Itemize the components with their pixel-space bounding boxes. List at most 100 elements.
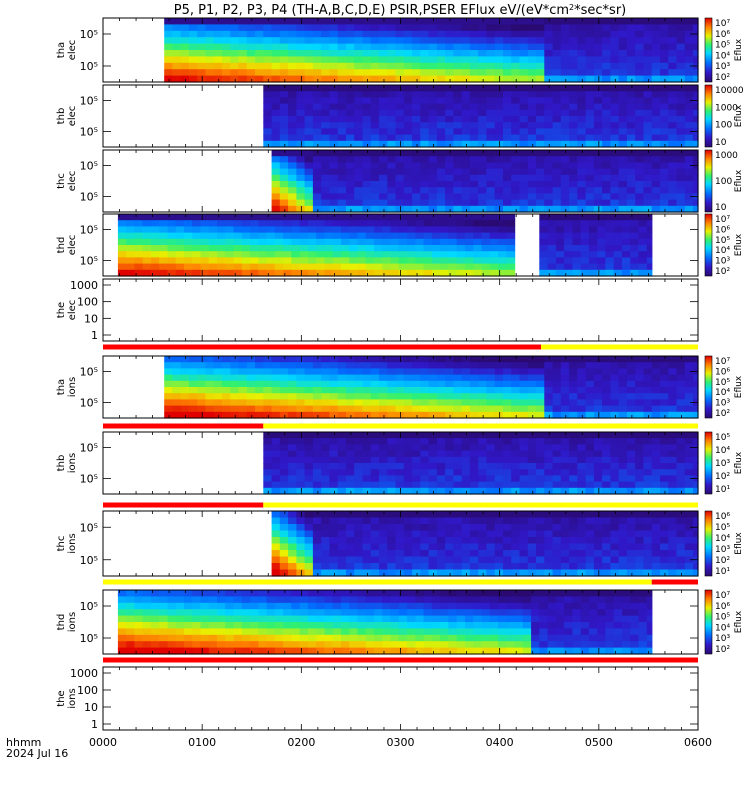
- spectrogram-cell: [230, 405, 240, 413]
- spectrogram-cell: [403, 128, 413, 136]
- spectrogram-cell: [445, 37, 454, 45]
- spectrogram-cell: [602, 30, 611, 38]
- spectrogram-cell: [486, 116, 496, 123]
- spectrogram-cell: [321, 405, 331, 413]
- spectrogram-cell: [622, 257, 631, 265]
- spectrogram-cell: [527, 380, 537, 388]
- spectrogram-cell: [445, 463, 454, 470]
- species-label: ions: [67, 377, 78, 397]
- spectrogram-cell: [304, 85, 314, 92]
- spectrogram-cell: [271, 69, 281, 77]
- spectrogram-cell: [395, 387, 405, 394]
- spectrogram-cell: [134, 232, 144, 240]
- spectrogram-cell: [503, 193, 512, 201]
- spectrogram-cell: [478, 393, 488, 400]
- spectrogram-cell: [585, 524, 595, 532]
- spectrogram-cell: [117, 257, 127, 265]
- spectrogram-cell: [279, 411, 289, 419]
- spectrogram-cell: [316, 214, 326, 221]
- spectrogram-cell: [668, 174, 678, 182]
- spectrogram-cell: [387, 43, 397, 51]
- spectrogram-cell: [577, 393, 587, 400]
- spectrogram-cell: [271, 62, 281, 70]
- spectrogram-cell: [622, 251, 631, 258]
- spectrogram-cell: [337, 399, 347, 407]
- spectrogram-cell: [321, 205, 331, 213]
- spectrogram-cell: [423, 257, 433, 265]
- spectrogram-cell: [445, 399, 454, 407]
- spectrogram-cell: [511, 18, 521, 25]
- spectrogram-cell: [329, 122, 339, 129]
- spectrogram-cell: [569, 356, 578, 363]
- spectrogram-cell: [370, 374, 380, 382]
- spectrogram-cell: [486, 128, 496, 136]
- spectrogram-cell: [436, 368, 446, 376]
- spectrogram-cell: [420, 50, 430, 57]
- spectrogram-cell: [511, 393, 521, 400]
- spectrogram-cell: [412, 563, 421, 571]
- spectrogram-cell: [668, 444, 678, 452]
- spectrogram-cell: [660, 50, 669, 57]
- spectrogram-cell: [602, 469, 611, 476]
- spectrogram-cell: [456, 238, 466, 246]
- spectrogram-cell: [321, 463, 331, 470]
- spectrogram-cell: [494, 168, 504, 176]
- spectrogram-cell: [200, 251, 210, 258]
- spectrogram-cell: [230, 50, 240, 57]
- spectrogram-cell: [519, 128, 529, 136]
- spectrogram-cell: [436, 456, 446, 464]
- spectrogram-cell: [445, 56, 454, 64]
- spectrogram-cell: [453, 356, 463, 363]
- spectrogram-cell: [519, 162, 529, 170]
- spectrogram-cell: [618, 543, 628, 551]
- spectrogram-cell: [428, 362, 438, 369]
- spectrogram-cell: [544, 475, 554, 483]
- spectrogram-cell: [288, 511, 297, 519]
- spectrogram-cell: [321, 122, 331, 129]
- spectrogram-cell: [436, 199, 446, 207]
- spectrogram-cell: [602, 511, 611, 519]
- spectrogram-cell: [412, 356, 421, 363]
- spectrogram-cell: [569, 475, 578, 483]
- spectrogram-cell: [274, 245, 284, 252]
- spectrogram-cell: [271, 122, 281, 129]
- spectrogram-cell: [370, 56, 380, 64]
- spectrogram-cell: [585, 456, 595, 464]
- spectrogram-cell: [291, 251, 301, 258]
- spectrogram-cell: [569, 537, 578, 545]
- spectrogram-cell: [329, 24, 339, 32]
- spectrogram-cell: [288, 193, 297, 201]
- spectrogram-cell: [660, 30, 669, 38]
- spectrogram-cell: [370, 103, 380, 111]
- spectrogram-cell: [296, 524, 306, 532]
- spectrogram-cell: [403, 150, 413, 157]
- spectrogram-cell: [296, 537, 306, 545]
- spectrogram-cell: [258, 238, 268, 246]
- spectrogram-cell: [585, 368, 595, 376]
- spectrogram-cell: [453, 199, 463, 207]
- spectrogram-cell: [117, 615, 127, 623]
- spectrogram-cell: [379, 469, 388, 476]
- spectrogram-cell: [354, 444, 364, 452]
- spectrogram-cell: [448, 220, 458, 227]
- spectrogram-cell: [486, 181, 496, 188]
- spectrogram-cell: [428, 162, 438, 170]
- spectrogram-cell: [246, 62, 256, 70]
- spectrogram-cell: [445, 62, 454, 70]
- spectrogram-cell: [307, 245, 317, 252]
- spectrogram-cell: [428, 97, 438, 105]
- spectrogram-cell: [142, 641, 152, 649]
- spectrogram-cell: [407, 232, 416, 240]
- spectrogram-cell: [324, 232, 334, 240]
- spectrogram-cell: [527, 393, 537, 400]
- spectrogram-cell: [544, 374, 554, 382]
- spectrogram-cell: [461, 537, 471, 545]
- spectrogram-cell: [511, 444, 521, 452]
- spectrogram-cell: [684, 37, 694, 45]
- spectrogram-cell: [547, 238, 557, 246]
- spectrogram-cell: [332, 257, 342, 265]
- spectrogram-cell: [307, 263, 317, 271]
- spectrogram-cell: [241, 245, 251, 252]
- spectrogram-cell: [602, 168, 611, 176]
- spectrogram-cell: [445, 405, 454, 413]
